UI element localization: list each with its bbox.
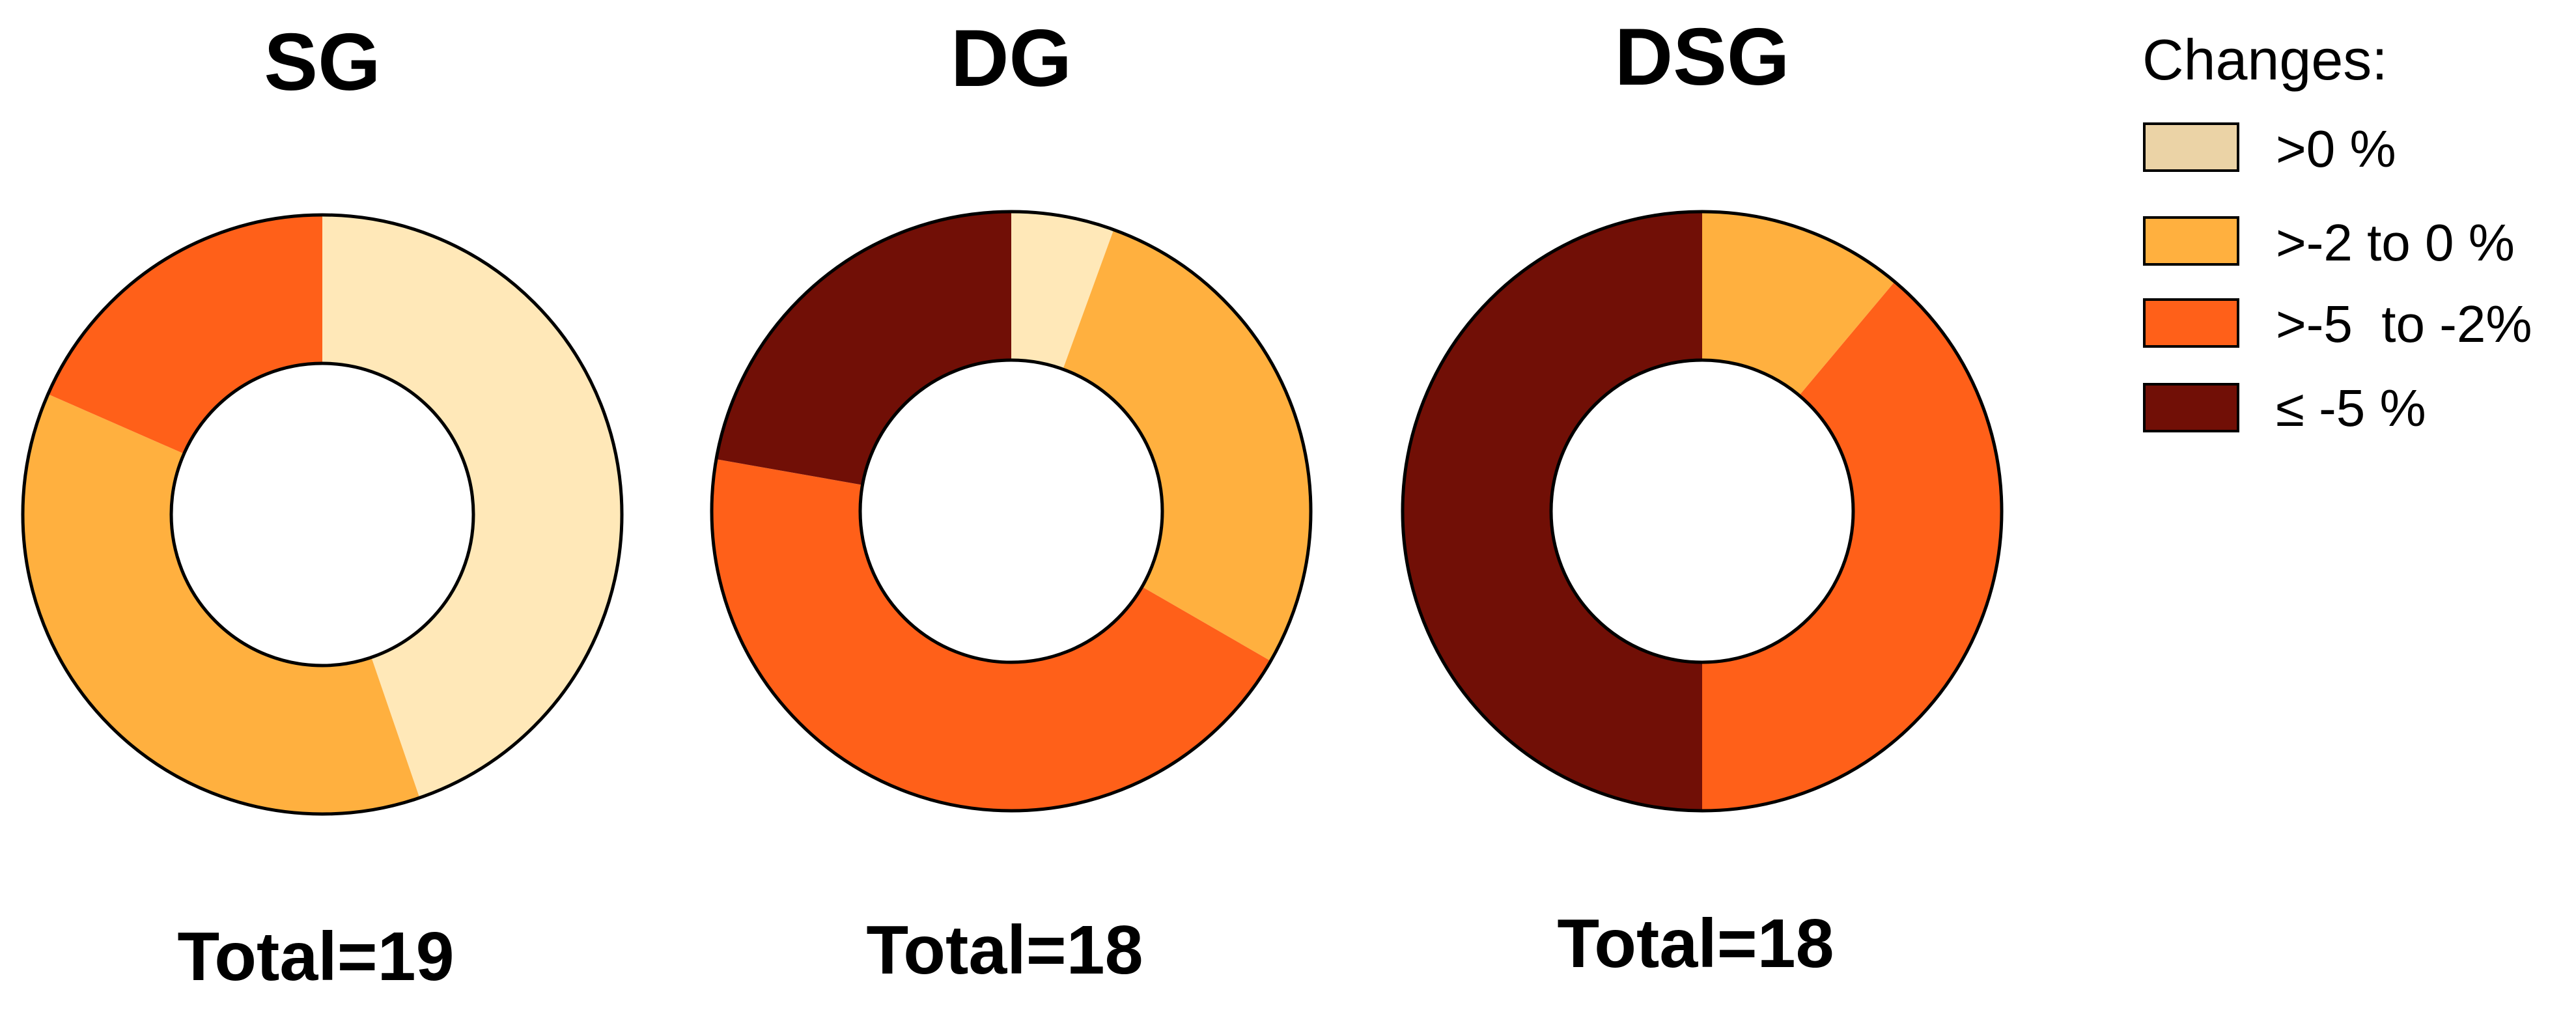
donut-slices-dg bbox=[710, 210, 1313, 813]
legend-label-gt0: >0 % bbox=[2276, 120, 2396, 178]
legend-item: >-5 to -2% bbox=[2143, 295, 2532, 353]
donut-chart-dsg: DSG Total=18 bbox=[1401, 12, 2004, 982]
donut-slices-dsg bbox=[1401, 210, 2004, 813]
donut-chart-sg: SG Total=19 bbox=[21, 18, 624, 995]
donut-slice-dg-gt-2-to-0-pct bbox=[1063, 229, 1311, 661]
donut-outer-ring bbox=[1401, 210, 2004, 813]
legend-item: ≤ -5 % bbox=[2143, 379, 2426, 437]
legend-item: >-2 to 0 % bbox=[2143, 214, 2515, 272]
chart-title-dsg: DSG bbox=[1615, 12, 1790, 102]
legend-swatch-gt0 bbox=[2143, 122, 2239, 172]
donut-slice-dsg-le-5-pct bbox=[1403, 212, 1702, 811]
chart-total-sg: Total=19 bbox=[177, 918, 454, 995]
donut-hole bbox=[858, 358, 1164, 664]
chart-total-dsg: Total=18 bbox=[1557, 905, 1834, 982]
legend-swatch-le-m5 bbox=[2143, 383, 2239, 432]
donut-slice-sg-gt-5-to-2pct bbox=[48, 215, 323, 454]
donut-hole bbox=[1549, 358, 1855, 664]
legend-title: Changes: bbox=[2142, 27, 2388, 92]
legend-item: >0 % bbox=[2143, 120, 2396, 178]
legend: Changes: >0 % >-2 to 0 % >-5 to -2% ≤ -5… bbox=[2142, 27, 2532, 437]
legend-label-m2-0: >-2 to 0 % bbox=[2276, 214, 2515, 272]
donut-slice-dg-gt0-pct bbox=[1011, 212, 1114, 369]
donut-chart-dg: DG Total=18 bbox=[710, 14, 1313, 989]
chart-title-sg: SG bbox=[264, 18, 380, 107]
chart-total-dg: Total=18 bbox=[866, 912, 1143, 989]
donut-outer-ring bbox=[21, 213, 624, 816]
donut-slice-dsg-gt-5-to-2pct bbox=[1702, 281, 2002, 811]
donut-outer-ring bbox=[710, 210, 1313, 813]
legend-label-le-m5: ≤ -5 % bbox=[2276, 379, 2426, 437]
chart-title-dg: DG bbox=[951, 14, 1072, 104]
donut-slice-sg-gt-2-to-0-pct bbox=[22, 394, 420, 815]
donut-slice-sg-gt0-pct bbox=[322, 215, 622, 798]
donut-slices-sg bbox=[21, 213, 624, 816]
legend-swatch-m5-m2 bbox=[2143, 298, 2239, 348]
donut-hole bbox=[169, 361, 475, 667]
donut-slice-dsg-gt-2-to-0-pct bbox=[1702, 212, 1895, 396]
donut-slice-dg-gt-5-to-2pct bbox=[712, 459, 1271, 811]
legend-swatch-m2-0 bbox=[2143, 216, 2239, 266]
donut-slice-dg-le-5-pct bbox=[716, 212, 1011, 485]
legend-label-m5-m2: >-5 to -2% bbox=[2276, 295, 2532, 353]
